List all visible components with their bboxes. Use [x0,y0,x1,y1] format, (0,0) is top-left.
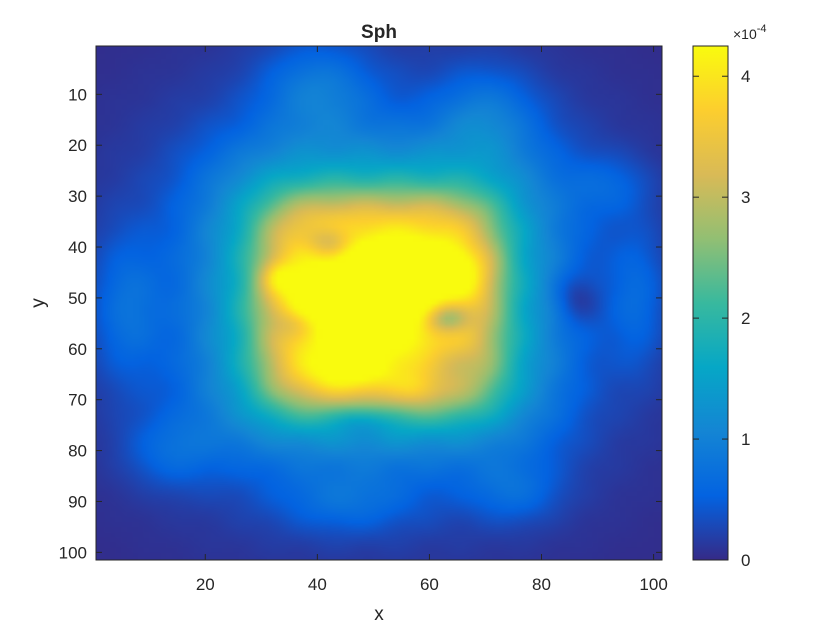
colorbar-tick-label: 1 [741,430,750,449]
y-tick-label: 80 [68,442,87,461]
y-tick-label: 50 [68,289,87,308]
y-tick-label: 100 [59,543,87,562]
colorbar-exponent: ×10-4 [733,23,767,42]
x-tick-label: 20 [196,575,215,594]
y-tick-label: 20 [68,136,87,155]
x-tick-label: 40 [308,575,327,594]
colorbar-tick-label: 3 [741,188,750,207]
x-tick-label: 60 [420,575,439,594]
y-tick-label: 70 [68,391,87,410]
colorbar-tick-label: 0 [741,551,750,570]
colorbar-exponent-base: ×10 [733,26,757,42]
colorbar-ticks: 0 1 2 3 4 [693,67,750,570]
colorbar-tick-label: 2 [741,309,750,328]
x-axis-ticks: 20 40 60 80 100 [196,46,668,594]
y-tick-label: 30 [68,187,87,206]
heatmap-image [96,46,662,560]
x-tick-label: 80 [532,575,551,594]
y-tick-label: 40 [68,238,87,257]
colorbar-exponent-power: -4 [757,23,767,35]
y-tick-label: 10 [68,85,87,104]
x-axis-label: x [374,604,384,625]
y-tick-label: 60 [68,340,87,359]
colorbar-tick-label: 4 [741,67,750,86]
y-axis-label: y [28,298,49,308]
chart-title: Sph [361,22,397,43]
y-tick-label: 90 [68,492,87,511]
plot-axes-box [95,45,663,561]
colorbar [692,45,729,561]
x-tick-label: 100 [639,575,667,594]
y-axis-ticks: 10 20 30 40 50 60 70 80 90 100 [59,85,662,562]
